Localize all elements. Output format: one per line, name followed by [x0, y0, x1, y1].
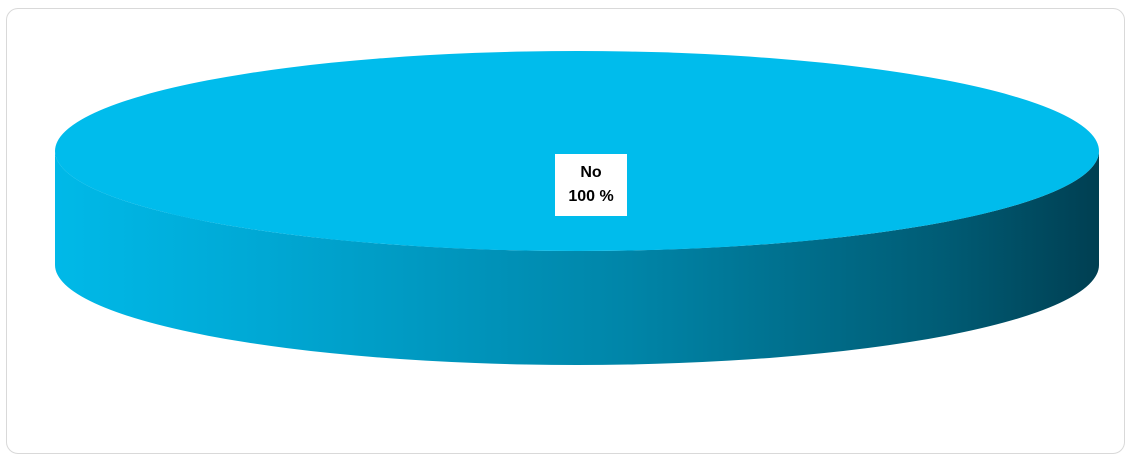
- slice-label-name: No: [580, 164, 602, 181]
- slice-label-value: 100 %: [568, 188, 614, 205]
- pie-slice-side-no: [55, 151, 1099, 365]
- pie-slice-no: [55, 51, 1099, 251]
- slice-data-label: No 100 %: [555, 154, 627, 216]
